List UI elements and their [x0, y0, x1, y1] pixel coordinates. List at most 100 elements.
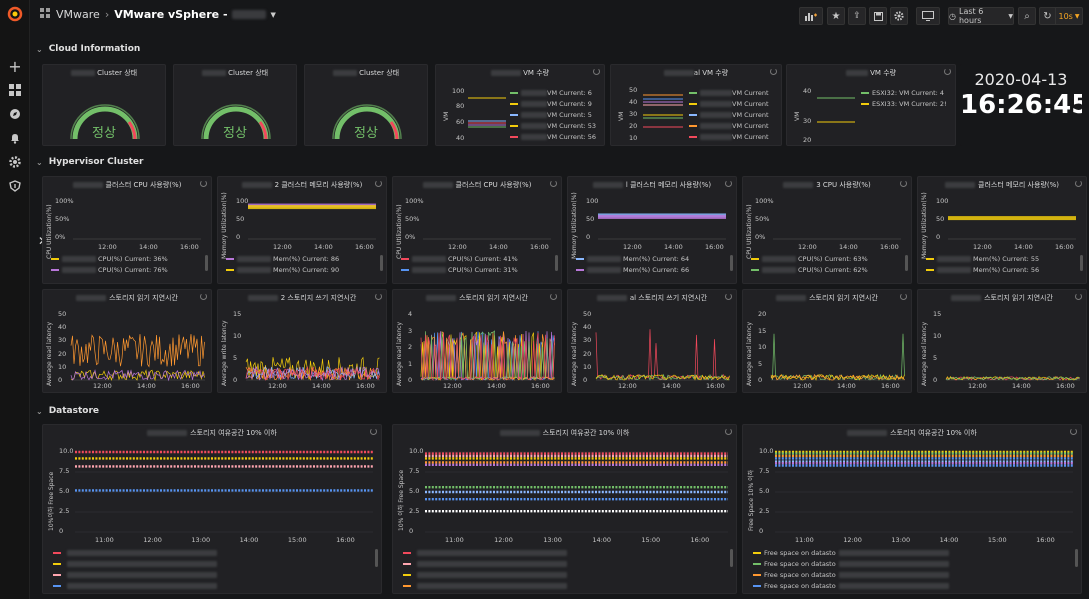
datastore-free-space-panel[interactable]: 스토리지 여유공간 10% 이하 10% 이하 Free Space 10.0 7.5…	[392, 424, 737, 594]
legend-item[interactable]: Free space on datasto	[753, 582, 949, 590]
storage-latency-panel[interactable]: 스토리지 읽기 지연시간 Average read latency 20 15 10 5 0…	[742, 289, 912, 393]
legend-item[interactable]: ESXI32: VM Current: 4	[861, 89, 944, 97]
server-admin-shield-icon[interactable]	[6, 178, 24, 194]
legend-scrollbar[interactable]	[730, 255, 733, 271]
legend-scrollbar[interactable]	[380, 255, 383, 271]
loading-spinner-icon	[725, 428, 732, 435]
explore-compass-icon[interactable]	[6, 106, 24, 122]
legend-item[interactable]	[403, 560, 567, 568]
row-cloud-information[interactable]: ⌄ Cloud Information	[36, 42, 140, 56]
legend-item[interactable]: VM Current: 6	[510, 89, 592, 97]
legend-item[interactable]: CPU(%) Current: 36%	[51, 255, 168, 263]
hypervisor-usage-panel[interactable]: l 클러스터 메모리 사용량(%) Memory Utilization(%) 10…	[567, 176, 737, 284]
legend-scrollbar[interactable]	[555, 255, 558, 271]
legend-item[interactable]: VM Current	[689, 100, 769, 108]
time-range-picker[interactable]: ◷ Last 6 hours ▼	[948, 7, 1014, 25]
settings-gear-icon[interactable]	[890, 7, 908, 25]
grafana-logo-icon[interactable]	[6, 6, 24, 22]
refresh-interval-picker[interactable]: 10s ▼	[1055, 7, 1083, 25]
free-space-timeseries	[75, 450, 373, 533]
legend-item[interactable]: Mem(%) Current: 90	[226, 266, 339, 274]
datastore-free-space-panel[interactable]: 스토리지 여유공간 10% 이하 Free Space 10% 이하 10.0 7.5…	[742, 424, 1082, 594]
create-plus-icon[interactable]: +	[8, 56, 22, 76]
storage-latency-panel[interactable]: 스토리지 읽기 지연시간 Average read latency 4 3 2 1 0 12:…	[392, 289, 562, 393]
folder-link[interactable]: VMware	[56, 8, 100, 21]
legend-item[interactable]	[53, 549, 217, 557]
legend-item[interactable]: Mem(%) Current: 86	[226, 255, 339, 263]
legend-scrollbar[interactable]	[730, 549, 733, 567]
storage-latency-panel[interactable]: 스토리지 읽기 지연시간 Average read latency 50 40 30 20…	[42, 289, 212, 393]
share-icon[interactable]: ⇪	[848, 7, 866, 25]
vm-count-panel[interactable]: VM 수량 VM 40 30 20 ESXI32: VM Current: 4 …	[786, 64, 956, 146]
hypervisor-usage-panel[interactable]: 클러스터 CPU 사용량(%) CPU Utilization(%) 100% 50%…	[392, 176, 562, 284]
legend-item[interactable]: Mem(%) Current: 55	[926, 255, 1039, 263]
legend-item[interactable]	[53, 582, 217, 590]
legend-item[interactable]: VM Current	[689, 89, 769, 97]
legend-item[interactable]: VM Current	[689, 111, 769, 119]
x-tick: 12:00	[843, 536, 862, 544]
legend-item[interactable]	[403, 549, 567, 557]
tv-mode-monitor-icon[interactable]	[916, 7, 940, 25]
row-datastore[interactable]: ⌄ Datastore	[36, 404, 99, 418]
legend-item[interactable]: VM Current	[689, 122, 769, 130]
hypervisor-usage-panel[interactable]: 3 CPU 사용량(%) CPU Utilization(%) 100% 50% 0% 1…	[742, 176, 912, 284]
legend-item[interactable]: VM Current: 5	[510, 111, 592, 119]
refresh-icon[interactable]: ↻	[1039, 7, 1055, 25]
legend-item[interactable]: Free space on datasto	[753, 571, 949, 579]
y-tick: 4	[408, 310, 413, 318]
storage-latency-panel[interactable]: 스토리지 읽기 지연시간 Average read latency 15 10 5 0 12…	[917, 289, 1087, 393]
legend-item[interactable]: VM Current: 53	[510, 122, 596, 130]
chevron-down-icon[interactable]: ▼	[270, 10, 276, 19]
legend-scrollbar[interactable]	[205, 255, 208, 271]
legend-item[interactable]: Free space on datasto	[753, 549, 949, 557]
row-title: Datastore	[48, 406, 100, 416]
gauge-panel[interactable]: Cluster 상태 정상	[42, 64, 166, 146]
row-title: Cloud Information	[48, 44, 141, 54]
dashboard-title[interactable]: VMware vSphere -	[114, 8, 228, 21]
gauge-panel[interactable]: Cluster 상태 정상	[173, 64, 297, 146]
hypervisor-usage-panel[interactable]: 클러스터 메모리 사용량(%) Memory Utilization(%) 100 5…	[917, 176, 1087, 284]
legend-item[interactable]: VM Current	[689, 133, 769, 141]
legend-scrollbar[interactable]	[1080, 255, 1083, 271]
save-icon[interactable]	[869, 7, 887, 25]
legend-scrollbar[interactable]	[1075, 549, 1078, 567]
legend-item[interactable]: VM Current: 56	[510, 133, 596, 141]
configuration-gear-icon[interactable]	[6, 154, 24, 170]
legend-scrollbar[interactable]	[375, 549, 378, 567]
add-panel-button[interactable]	[799, 7, 823, 25]
legend-item[interactable]: Mem(%) Current: 64	[576, 255, 689, 263]
datastore-free-space-panel[interactable]: 스토리지 여유공간 10% 이하 10%이하 Free Space 10.0 7.5 5…	[42, 424, 382, 594]
hypervisor-usage-panel[interactable]: 2 클러스터 메모리 사용량(%) Memory Utilization(%) 10…	[217, 176, 387, 284]
legend-item[interactable]	[53, 571, 217, 579]
storage-latency-panel[interactable]: al 스토리지 쓰기 지연시간 Average read latency 50 40 3…	[567, 289, 737, 393]
legend-item[interactable]: CPU(%) Current: 31%	[401, 266, 518, 274]
legend-item[interactable]: Free space on datasto	[753, 560, 949, 568]
hypervisor-usage-panel[interactable]: 클러스터 CPU 사용량(%) CPU Utilization(%) 100% 50%…	[42, 176, 212, 284]
dashboards-grid-icon[interactable]	[6, 82, 24, 98]
legend-scrollbar[interactable]	[905, 255, 908, 271]
legend-item[interactable]: Mem(%) Current: 56	[926, 266, 1039, 274]
legend-item[interactable]: ESXI33: VM Current: 2!	[861, 100, 947, 108]
x-tick: 16:00	[880, 243, 899, 251]
panel-title: 스토리지 읽기 지연시간	[43, 293, 211, 303]
panel-title: Cluster 상태	[305, 68, 427, 78]
legend-item[interactable]: CPU(%) Current: 76%	[51, 266, 168, 274]
vm-count-panel[interactable]: VM 수량 VM 100 80 60 40 VM Current: 6 VM C…	[435, 64, 605, 146]
legend-item[interactable]	[53, 560, 217, 568]
y-tick: 10	[758, 343, 767, 351]
legend-item[interactable]	[403, 582, 567, 590]
storage-latency-panel[interactable]: 2 스토리지 쓰기 지연시간 Average write latency 15 10 5…	[217, 289, 387, 393]
legend-item[interactable]: Mem(%) Current: 66	[576, 266, 689, 274]
x-tick: 12:00	[443, 382, 462, 390]
legend-item[interactable]: VM Current: 9	[510, 100, 592, 108]
row-hypervisor-cluster[interactable]: ⌄ Hypervisor Cluster	[36, 155, 143, 169]
alerting-bell-icon[interactable]	[6, 130, 24, 146]
legend-item[interactable]	[403, 571, 567, 579]
legend-item[interactable]: CPU(%) Current: 41%	[401, 255, 518, 263]
legend-item[interactable]: CPU(%) Current: 62%	[751, 266, 868, 274]
legend-item[interactable]: CPU(%) Current: 63%	[751, 255, 868, 263]
zoom-out-search-icon[interactable]: ⌕	[1018, 7, 1036, 25]
vm-count-panel[interactable]: al VM 수량 VM 50 40 30 20 10 VM Current VM…	[610, 64, 782, 146]
gauge-panel[interactable]: Cluster 상태 정상	[304, 64, 428, 146]
star-icon[interactable]: ★	[827, 7, 845, 25]
